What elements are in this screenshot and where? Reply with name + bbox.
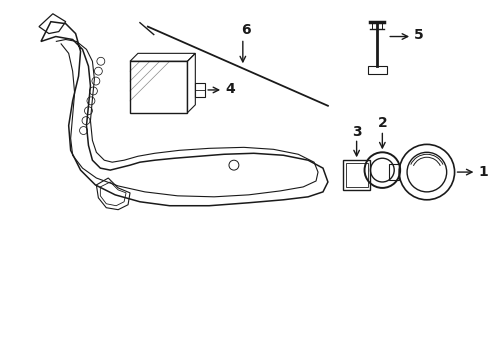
Text: 1: 1 <box>478 165 488 179</box>
Bar <box>130 61 187 113</box>
Bar <box>346 163 368 187</box>
Text: 3: 3 <box>352 126 361 139</box>
Text: 5: 5 <box>414 28 424 42</box>
Bar <box>368 66 387 74</box>
Bar <box>389 164 399 180</box>
Text: 6: 6 <box>241 23 250 36</box>
Text: 4: 4 <box>225 82 235 96</box>
Bar <box>343 160 370 190</box>
Bar <box>196 83 205 97</box>
Text: 2: 2 <box>377 116 387 130</box>
